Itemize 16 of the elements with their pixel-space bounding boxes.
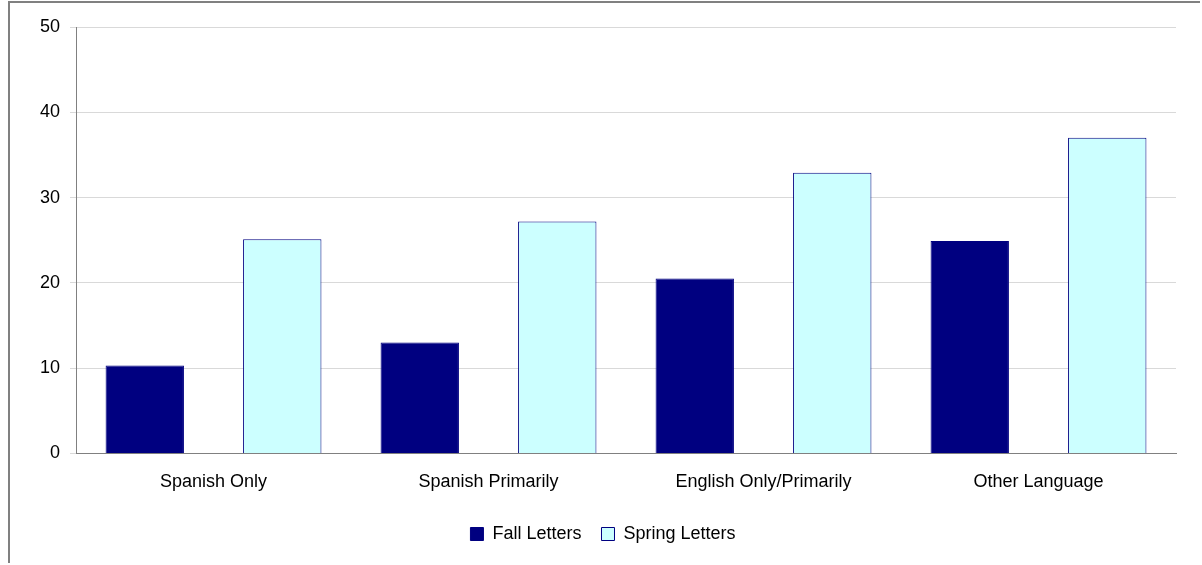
- legend-label: Fall Letters: [492, 522, 582, 543]
- y-tick-label: 10: [39, 357, 61, 378]
- x-tick-label: Spanish Primarily: [418, 471, 559, 492]
- bar: [380, 342, 459, 453]
- bar: [105, 365, 184, 453]
- x-tick-label: Other Language: [973, 471, 1104, 492]
- legend-label: Spring Letters: [623, 522, 736, 543]
- y-tick-label: 30: [39, 186, 61, 207]
- x-tick-label: Spanish Only: [159, 471, 268, 492]
- y-tick-label: 40: [39, 101, 61, 122]
- y-tick-label: 20: [39, 271, 61, 292]
- x-tick-label: English Only/Primarily: [675, 471, 852, 492]
- bar: [930, 241, 1009, 453]
- bar: [655, 278, 734, 453]
- y-tick-label: 50: [39, 15, 61, 36]
- y-tick-label: 0: [50, 442, 61, 463]
